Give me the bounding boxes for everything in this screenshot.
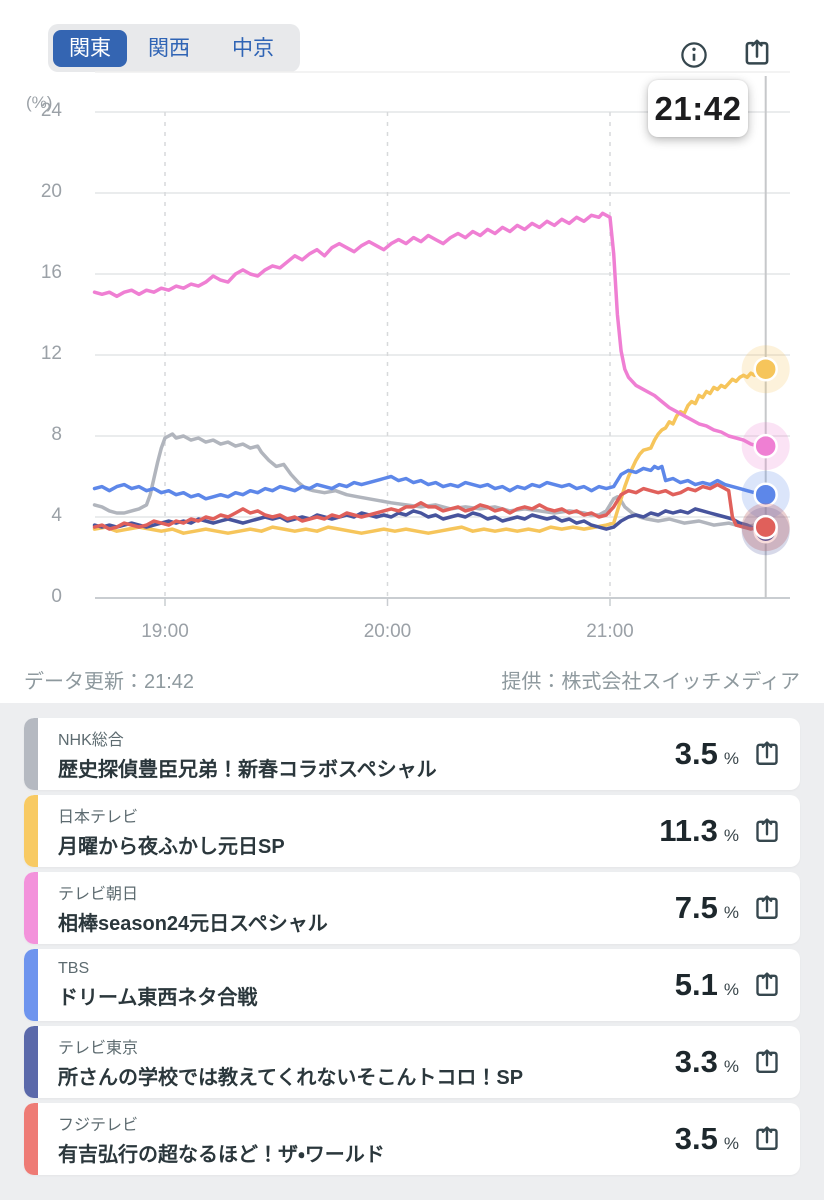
y-tick-label: 16 xyxy=(40,262,62,283)
share-icon[interactable] xyxy=(752,1124,782,1154)
tab-chukyo[interactable]: 中京 xyxy=(232,36,274,60)
channel-name: テレビ朝日 xyxy=(58,886,139,903)
tab-kansai[interactable]: 関西 xyxy=(148,36,190,60)
program-title: ドリーム東西ネタ合戦 xyxy=(58,987,258,1009)
rating-area: 3.5 % xyxy=(675,1103,800,1175)
rating-value-wrap: 11.3 % xyxy=(659,813,739,849)
program-title: 所さんの学校では教えてくれないそこんトコロ！SP xyxy=(58,1067,524,1089)
rating-unit: % xyxy=(723,826,739,845)
x-tick-label: 20:00 xyxy=(363,621,412,642)
y-tick-label: 24 xyxy=(40,100,62,121)
program-title: 有吉弘行の超なるほど！ザ・ワールド xyxy=(58,1144,385,1166)
rating-value-wrap: 3.5 % xyxy=(675,1121,739,1157)
channel-name: NHK総合 xyxy=(58,732,124,749)
rating-value-wrap: 3.5 % xyxy=(675,736,739,772)
series-line xyxy=(92,464,768,501)
program-info: NHK総合 歴史探偵豊臣兄弟！新春コラボスペシャル xyxy=(38,718,675,790)
y-axis-unit: (%) xyxy=(26,93,53,112)
rating-area: 11.3 % xyxy=(659,795,800,867)
y-tick-label: 4 xyxy=(51,505,62,526)
share-icon[interactable] xyxy=(752,816,782,846)
channel-color-bar xyxy=(24,795,38,867)
y-tick-label: 12 xyxy=(40,343,62,364)
info-icon[interactable] xyxy=(679,40,709,70)
program-row: テレビ朝日 相棒season24元日スペシャル 7.5 % xyxy=(24,872,800,944)
program-info: テレビ朝日 相棒season24元日スペシャル xyxy=(38,872,675,944)
endpoint-dot xyxy=(753,356,778,382)
rating-unit: % xyxy=(723,749,739,768)
rating-area: 3.3 % xyxy=(675,1026,800,1098)
rating-value: 3.5 xyxy=(674,736,718,771)
program-title: 歴史探偵豊臣兄弟！新春コラボスペシャル xyxy=(58,759,437,781)
series-line xyxy=(92,367,768,535)
rating-value: 3.3 xyxy=(674,1044,718,1079)
channel-name: フジテレビ xyxy=(58,1117,139,1134)
rating-value-wrap: 3.3 % xyxy=(675,1044,739,1080)
rating-area: 3.5 % xyxy=(675,718,800,790)
rating-unit: % xyxy=(723,980,739,999)
share-icon[interactable] xyxy=(752,739,782,769)
channel-color-bar xyxy=(24,1103,38,1175)
region-tab-bar: 関東 関西 中京 xyxy=(48,24,300,72)
series-line xyxy=(92,507,768,533)
rating-unit: % xyxy=(723,903,739,922)
program-info: フジテレビ 有吉弘行の超なるほど！ザ・ワールド xyxy=(38,1103,675,1175)
rating-unit: % xyxy=(723,1057,739,1076)
program-title: 月曜から夜ふかし元日SP xyxy=(58,836,285,858)
program-list: NHK総合 歴史探偵豊臣兄弟！新春コラボスペシャル 3.5 % xyxy=(0,703,824,1200)
channel-color-bar xyxy=(24,718,38,790)
y-tick-label: 20 xyxy=(40,181,62,202)
time-tooltip: 21:42 xyxy=(648,80,748,137)
series-line xyxy=(92,432,768,529)
rating-value: 11.3 xyxy=(659,813,718,848)
endpoint-dot xyxy=(753,433,778,459)
ratings-chart[interactable] xyxy=(0,0,824,700)
program-row: NHK総合 歴史探偵豊臣兄弟！新春コラボスペシャル 3.5 % xyxy=(24,718,800,790)
channel-color-bar xyxy=(24,1026,38,1098)
endpoint-dot xyxy=(753,482,778,507)
rating-value-wrap: 7.5 % xyxy=(675,890,739,926)
x-tick-label: 21:00 xyxy=(586,621,634,642)
share-icon[interactable] xyxy=(752,1047,782,1077)
rating-area: 7.5 % xyxy=(675,872,800,944)
program-info: テレビ東京 所さんの学校では教えてくれないそこんトコロ！SP xyxy=(38,1026,675,1098)
series-line xyxy=(92,211,768,448)
rating-value: 3.5 xyxy=(674,1121,718,1156)
channel-color-bar xyxy=(24,949,38,1021)
rating-value: 7.5 xyxy=(674,890,718,925)
share-icon[interactable] xyxy=(752,970,782,1000)
rating-value: 5.1 xyxy=(674,967,718,1002)
rating-value-wrap: 5.1 % xyxy=(675,967,739,1003)
program-row: TBS ドリーム東西ネタ合戦 5.1 % xyxy=(24,949,800,1021)
endpoint-dot xyxy=(753,514,778,540)
program-row: テレビ東京 所さんの学校では教えてくれないそこんトコロ！SP 3.3 % xyxy=(24,1026,800,1098)
tab-kanto[interactable]: 関東 xyxy=(53,29,127,67)
provider-text: 提供：株式会社スイッチメディア xyxy=(501,671,800,693)
x-tick-label: 19:00 xyxy=(141,621,189,642)
channel-color-bar xyxy=(24,872,38,944)
series-line xyxy=(92,482,768,531)
channel-name: 日本テレビ xyxy=(58,809,139,826)
program-info: TBS ドリーム東西ネタ合戦 xyxy=(38,949,675,1021)
program-row: 日本テレビ 月曜から夜ふかし元日SP 11.3 % xyxy=(24,795,800,867)
data-updated-text: データ更新：21:42 xyxy=(24,671,195,693)
program-info: 日本テレビ 月曜から夜ふかし元日SP xyxy=(38,795,659,867)
rating-area: 5.1 % xyxy=(675,949,800,1021)
rating-unit: % xyxy=(723,1134,739,1153)
channel-name: TBS xyxy=(58,960,90,977)
share-icon[interactable] xyxy=(741,37,773,69)
y-tick-label: 0 xyxy=(51,586,62,607)
channel-name: テレビ東京 xyxy=(58,1040,139,1057)
program-row: フジテレビ 有吉弘行の超なるほど！ザ・ワールド 3.5 % xyxy=(24,1103,800,1175)
share-icon[interactable] xyxy=(752,893,782,923)
y-tick-label: 8 xyxy=(51,424,62,445)
program-title: 相棒season24元日スペシャル xyxy=(58,913,328,935)
